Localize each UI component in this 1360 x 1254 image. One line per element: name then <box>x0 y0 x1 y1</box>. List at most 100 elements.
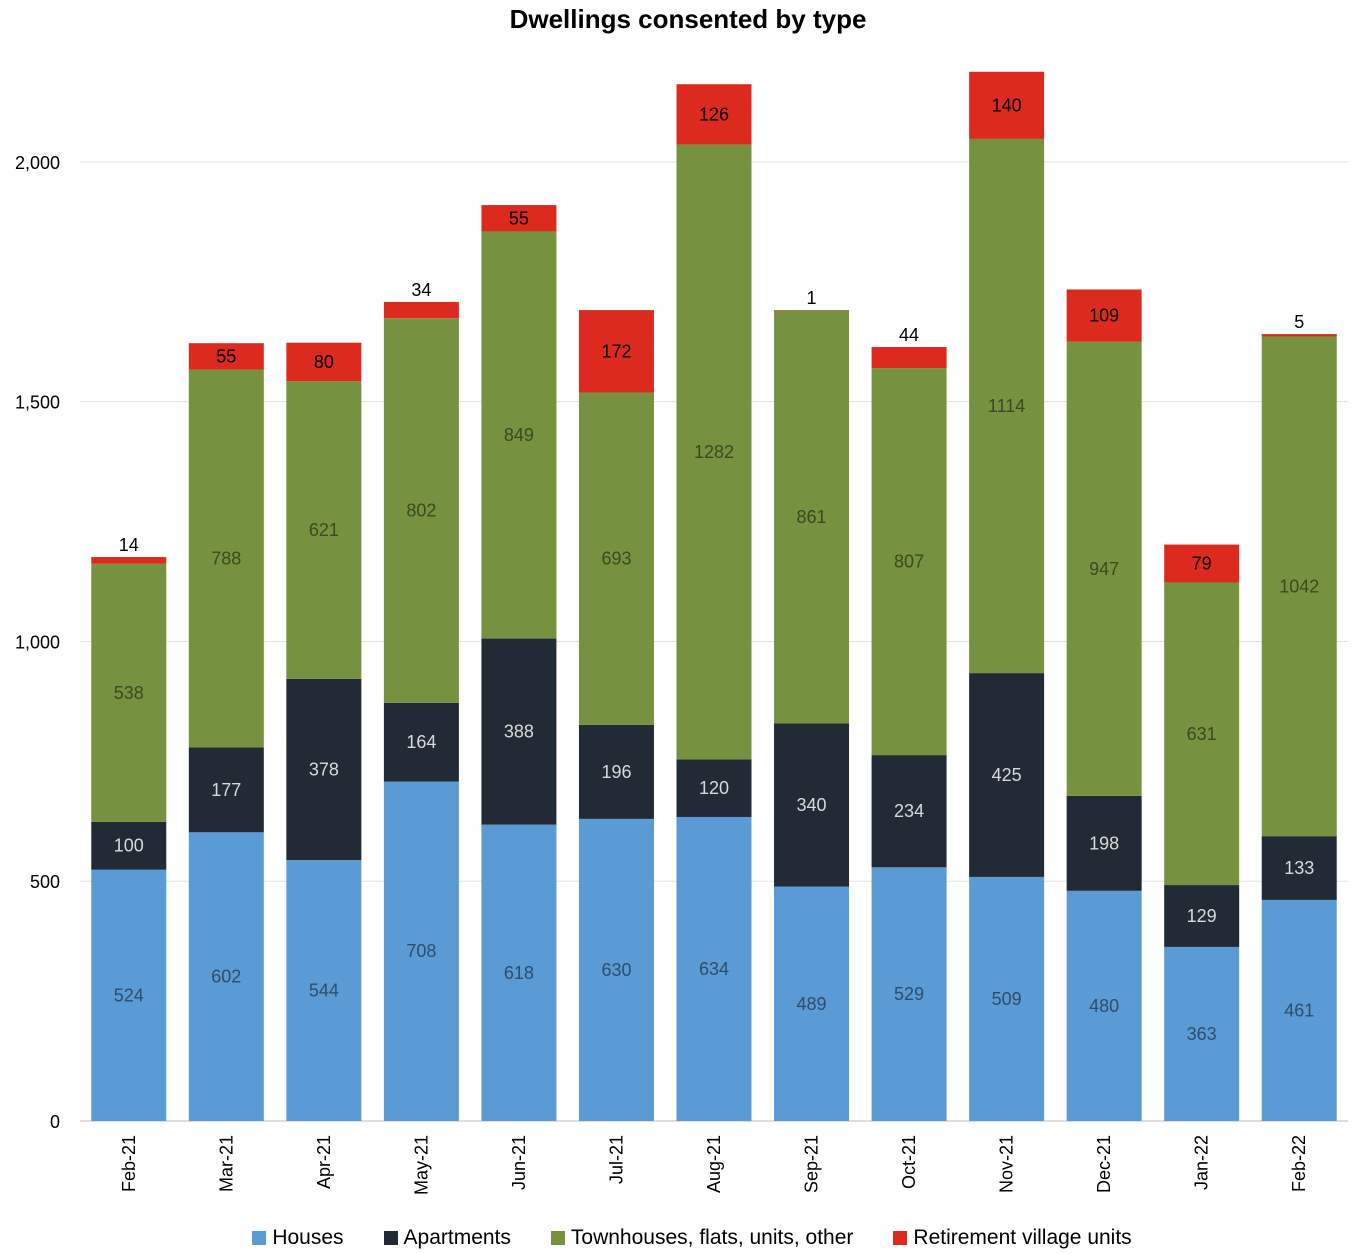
bar-segment <box>1164 885 1240 947</box>
data-label: 109 <box>1089 306 1119 326</box>
data-label: 631 <box>1187 724 1217 744</box>
bar-segment <box>1164 544 1240 583</box>
bar-segment <box>188 343 264 370</box>
bar-segment <box>1261 836 1337 900</box>
data-label: 120 <box>699 778 729 798</box>
x-tick-label: Jun-21 <box>509 1135 529 1190</box>
data-label: 100 <box>114 836 144 856</box>
bar-segment <box>676 144 752 760</box>
x-tick-label: Feb-22 <box>1289 1135 1309 1192</box>
data-label: 621 <box>309 520 339 540</box>
data-label: 378 <box>309 759 339 779</box>
data-label: 461 <box>1284 1000 1314 1020</box>
data-label: 788 <box>211 548 241 568</box>
bar-segment <box>91 869 167 1121</box>
x-tick-label: Sep-21 <box>802 1135 822 1193</box>
data-label: 172 <box>601 341 631 361</box>
x-tick-label: Nov-21 <box>997 1135 1017 1193</box>
chart-title: Dwellings consented by type <box>509 4 867 34</box>
bar-segment <box>578 724 654 819</box>
bar-segment <box>1066 795 1142 891</box>
data-label: 126 <box>699 104 729 124</box>
bar-segment <box>1261 334 1337 337</box>
legend-swatch <box>550 1231 565 1245</box>
data-label: 55 <box>216 346 236 366</box>
bar-segment <box>1066 289 1142 342</box>
x-tick-label: Feb-21 <box>119 1135 139 1192</box>
data-label: 55 <box>509 208 529 228</box>
bar-segment <box>91 557 167 564</box>
x-tick-label: Mar-21 <box>216 1135 236 1192</box>
bar-segment <box>578 818 654 1121</box>
bar-segment <box>676 759 752 817</box>
data-label: 234 <box>894 801 924 821</box>
data-label: 602 <box>211 967 241 987</box>
data-label: 489 <box>797 994 827 1014</box>
data-label: 947 <box>1089 559 1119 579</box>
bar-segment <box>286 860 362 1121</box>
data-label: 80 <box>314 352 334 372</box>
bar-segment <box>774 723 850 887</box>
data-label: 177 <box>211 780 241 800</box>
data-label: 129 <box>1187 906 1217 926</box>
x-tick-label: Apr-21 <box>314 1135 334 1189</box>
data-label: 388 <box>504 722 534 742</box>
y-tick-label: 500 <box>30 872 60 892</box>
data-label: 1 <box>807 288 817 308</box>
x-tick-label: Jan-22 <box>1192 1135 1212 1190</box>
data-label: 618 <box>504 963 534 983</box>
x-tick-label: Dec-21 <box>1094 1135 1114 1193</box>
bar-segment <box>969 876 1045 1121</box>
bar-segment <box>871 867 947 1121</box>
y-tick-label: 0 <box>50 1112 60 1132</box>
data-label: 849 <box>504 425 534 445</box>
legend-label: Townhouses, flats, units, other <box>570 1226 854 1249</box>
bar-segment <box>1164 582 1240 886</box>
data-label: 529 <box>894 984 924 1004</box>
data-label: 1282 <box>694 442 734 462</box>
x-tick-label: Jul-21 <box>606 1135 626 1184</box>
data-label: 802 <box>406 501 436 521</box>
bar-segment <box>481 638 557 825</box>
bar-segment <box>969 673 1045 877</box>
legend-swatch <box>383 1231 398 1245</box>
data-label: 5 <box>1294 312 1304 332</box>
data-label: 133 <box>1284 858 1314 878</box>
data-label: 538 <box>114 683 144 703</box>
bar-segment <box>969 71 1045 139</box>
data-label: 1042 <box>1279 576 1319 596</box>
data-label: 544 <box>309 981 339 1001</box>
bar-segment <box>1066 341 1142 796</box>
bar-segment <box>578 310 654 393</box>
legend-label: Houses <box>272 1226 344 1249</box>
bar-segment <box>871 347 947 369</box>
data-label: 630 <box>601 960 631 980</box>
bar-segment <box>286 381 362 679</box>
bar-segment <box>578 392 654 725</box>
data-label: 807 <box>894 552 924 572</box>
data-label: 509 <box>992 989 1022 1009</box>
bar-segment <box>1066 890 1142 1121</box>
bar-segment <box>383 301 459 319</box>
bar-segment <box>481 824 557 1121</box>
bar-segment <box>188 747 264 833</box>
bar-segment <box>286 678 362 861</box>
legend-label: Retirement village units <box>913 1226 1132 1249</box>
data-label: 34 <box>411 280 431 300</box>
data-label: 634 <box>699 959 729 979</box>
bar-segment <box>1164 946 1240 1121</box>
bar-segment <box>871 755 947 868</box>
bar-segment <box>91 821 167 870</box>
legend-label: Apartments <box>403 1226 511 1249</box>
x-tick-label: Oct-21 <box>899 1135 919 1189</box>
data-label: 196 <box>601 762 631 782</box>
data-label: 164 <box>406 732 436 752</box>
legend-swatch <box>893 1231 908 1245</box>
data-label: 198 <box>1089 833 1119 853</box>
bar-segment <box>969 138 1045 674</box>
y-tick-label: 1,500 <box>15 393 60 413</box>
bar-segment <box>774 310 850 724</box>
legend-item: Retirement village units <box>893 1226 1132 1250</box>
bar-segment <box>91 563 167 822</box>
